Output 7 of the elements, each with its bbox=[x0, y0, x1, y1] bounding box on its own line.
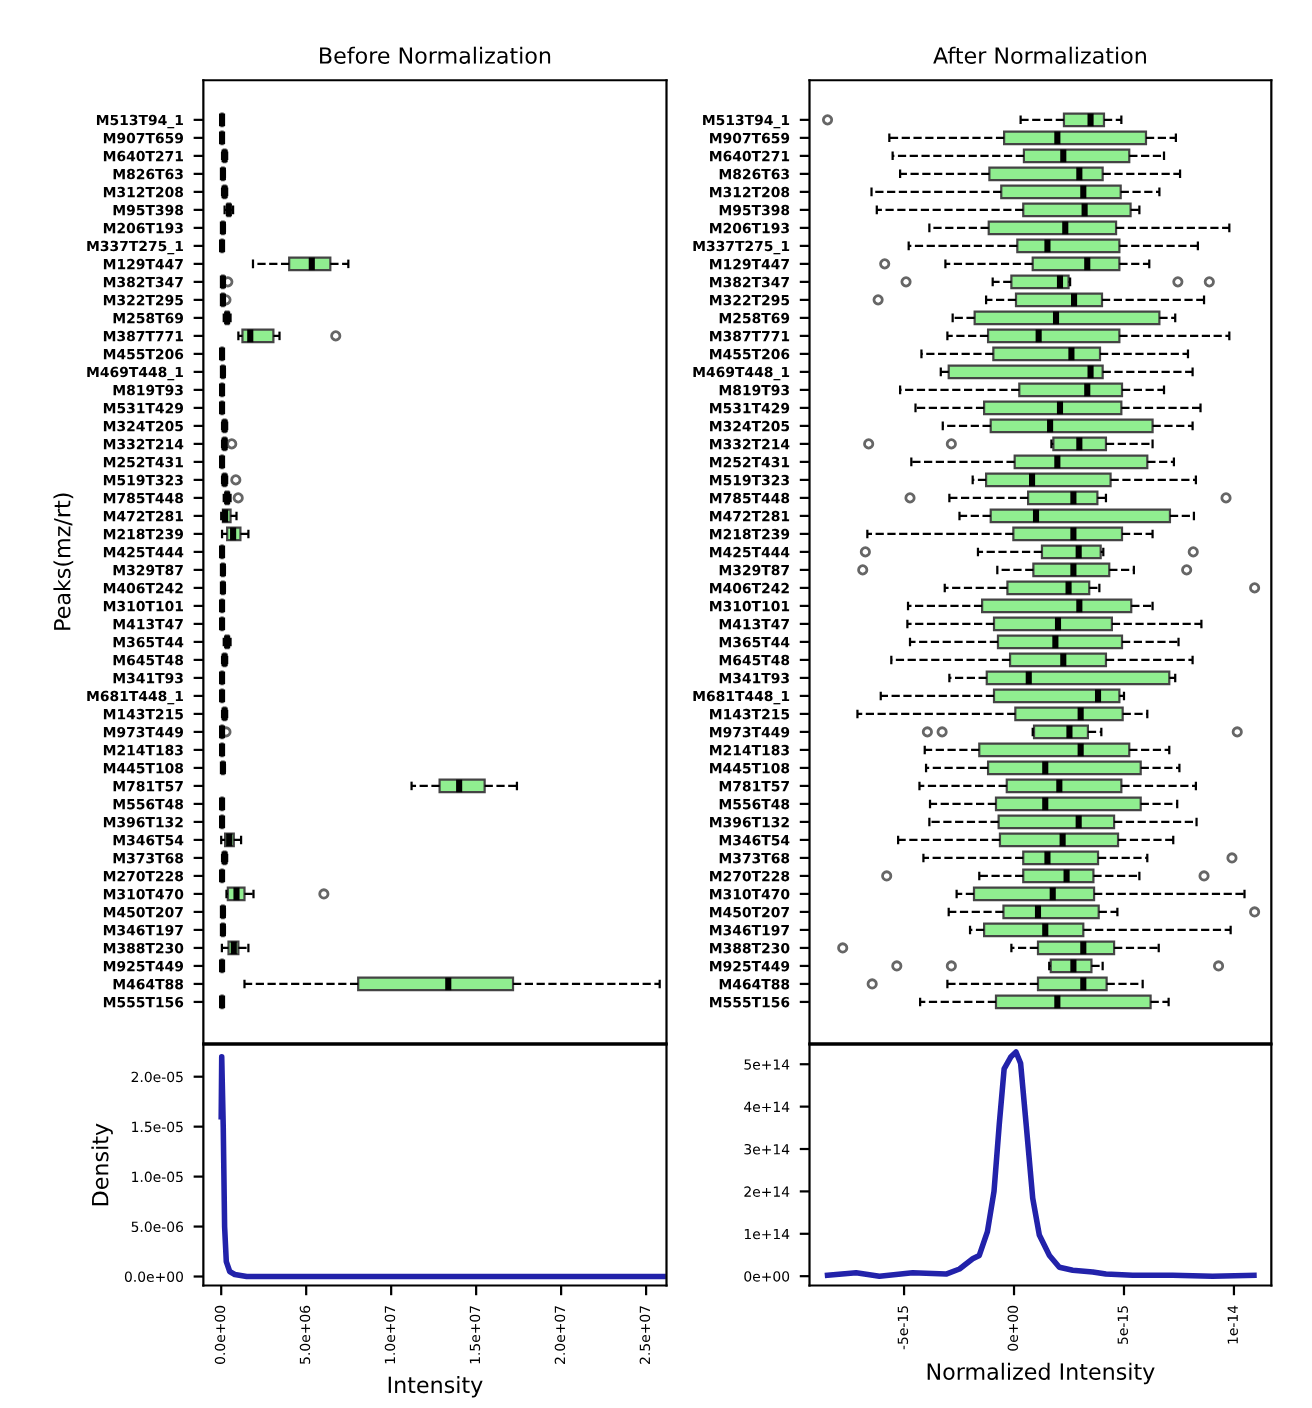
chart-title: After Normalization bbox=[933, 46, 1146, 64]
chart-title: Before Normalization bbox=[320, 46, 551, 64]
line-series bbox=[218, 1053, 666, 1280]
x-axis-title: Normalized Intensity bbox=[927, 1362, 1155, 1385]
y-axis-title: Density bbox=[91, 1123, 113, 1206]
x-axis-title: Intensity bbox=[388, 1376, 483, 1398]
y-axis-title: Peaks(mz/rt) bbox=[53, 493, 74, 630]
